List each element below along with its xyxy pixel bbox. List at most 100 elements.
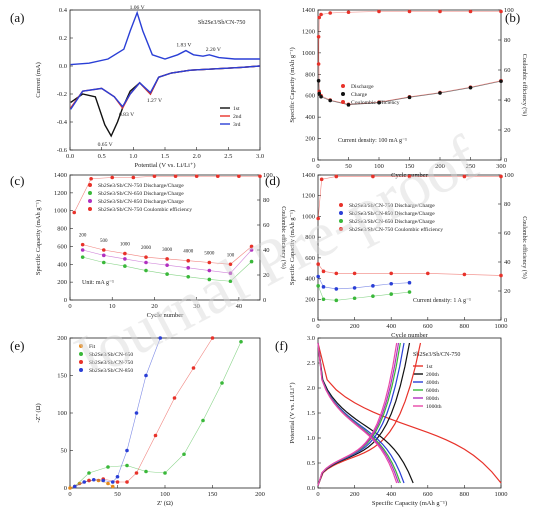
- x-tick-label: 1.0: [129, 153, 137, 160]
- y-axis-label: Specific Capacity (mAh g⁻¹): [35, 200, 42, 275]
- x-tick-label: 200: [350, 491, 360, 498]
- y-tick-label: 0.0: [307, 485, 315, 492]
- legend-swatch: [88, 207, 92, 211]
- series-trace: [82, 244, 252, 265]
- y-tick-label: 600: [57, 243, 67, 250]
- plot-frame: [69, 174, 261, 301]
- y2-axis-label: Coulombic efficiency (%): [521, 54, 528, 117]
- y-tick-label: 400: [57, 261, 67, 268]
- y-tick-label: 1400: [54, 172, 67, 179]
- legend: Fit Sb2Se3/Sb/CN-650 Sb2Se3/Sb/CN-750 Sb2Se…: [79, 344, 133, 374]
- legend-label: 2nd: [233, 114, 242, 120]
- y-tick-label: 150: [57, 373, 67, 380]
- y-tick-label: 0: [312, 317, 315, 324]
- series-line: [70, 10, 260, 66]
- watermark: Journal Pre-proof: [59, 130, 490, 370]
- panel-note: Current density: 1 A g⁻¹: [413, 298, 471, 304]
- x-tick-label: 20: [151, 303, 158, 310]
- discharge-curve: [317, 342, 398, 484]
- y2-tick-label: 20: [263, 272, 270, 279]
- x-tick-label: 1000: [495, 491, 508, 498]
- rate-label: 200: [79, 234, 87, 239]
- y-tick-label: 0.4: [59, 7, 68, 14]
- legend-label: Sb2Se3/Sb/CN-750: [89, 360, 133, 366]
- legend: Sb2Se3/Sb/CN-750 Discharge/Charge Sb2Se3/…: [339, 203, 443, 233]
- data-point: [80, 248, 85, 252]
- legend-label: Sb2Se3/Sb/CN-850 Discharge/Charge: [98, 199, 184, 205]
- peak-label: 2.20 V: [206, 47, 221, 53]
- y2-tick-label: 0: [504, 317, 507, 324]
- y2-tick-label: 80: [504, 201, 511, 208]
- legend-label: Sb2Se3/Sb/CN-750 Coulombic efficiency: [349, 226, 443, 233]
- legend-label: 1000th: [426, 404, 442, 410]
- series-line: [70, 65, 261, 138]
- x-tick-label: 200: [435, 163, 445, 170]
- x-tick-label: 3.0: [256, 153, 264, 160]
- y-tick-label: 2.5: [307, 360, 315, 367]
- legend-label: Discharge: [351, 84, 374, 90]
- x-tick-label: 40: [236, 303, 243, 310]
- series-group: [68, 336, 243, 490]
- series-trace: [317, 285, 410, 301]
- panel-d: 0 200 400 600 800 100002004006008001000120014…: [265, 172, 528, 339]
- y2-axis-label: Coulombic efficiency (%): [280, 206, 287, 269]
- y-axis-label: Specific Capacity (mAh g⁻¹): [289, 47, 296, 122]
- y-axis-label: Potential (V vs. Li/Li⁺): [289, 382, 296, 443]
- series-trace: [73, 175, 260, 213]
- data-point: [80, 255, 85, 259]
- x-tick-label: 1000: [495, 323, 508, 330]
- y-tick-label: 800: [57, 226, 67, 233]
- panel-label: (f): [275, 338, 288, 353]
- y-tick-label: -0.2: [57, 91, 67, 98]
- legend-label: 1st: [233, 106, 240, 112]
- y-tick-label: 400: [305, 114, 315, 121]
- panel-note: Current density: 100 mA g⁻¹: [338, 138, 407, 144]
- data-point: [72, 210, 77, 215]
- panel-subtitle: Sb2Se3/Sb/CN-750: [413, 352, 460, 358]
- x-tick-label: 0: [316, 491, 319, 498]
- x-tick-label: 0.0: [66, 153, 74, 160]
- legend-swatch: [341, 92, 345, 96]
- y-tick-label: 0: [64, 297, 67, 304]
- charge-curve: [317, 342, 398, 486]
- x-axis-label: Cycle number: [147, 312, 184, 319]
- y-tick-label: 1000: [54, 208, 67, 215]
- legend-label: 3rd: [233, 122, 241, 128]
- x-tick-label: 200: [255, 491, 265, 498]
- y-tick-label: 0.5: [307, 460, 315, 467]
- legend-swatch: [339, 227, 343, 231]
- series-group: [72, 174, 262, 284]
- y-tick-label: 1000: [302, 213, 315, 220]
- y-tick-label: 400: [305, 276, 315, 283]
- panel-subtitle: Sb2Se3/Sb/CN-750: [198, 20, 245, 26]
- legend: 1st 200th 400th 600th 800th 1000th: [413, 364, 442, 410]
- x-tick-label: 0: [316, 163, 319, 170]
- y2-tick-label: 100: [263, 172, 273, 179]
- x-axis-label: Cycle number: [391, 332, 428, 339]
- rate-label: 100: [227, 253, 235, 258]
- data-point: [80, 242, 85, 247]
- x-tick-label: 2.0: [193, 153, 201, 160]
- x-tick-label: 10: [109, 303, 116, 310]
- y2-axis-label: Coulombic efficiency (%): [521, 216, 528, 279]
- panel-label: (b): [505, 10, 520, 25]
- legend-label: Fit: [89, 344, 96, 350]
- peak-label: 1.83 V: [176, 43, 191, 49]
- y-tick-label: 200: [57, 335, 67, 342]
- y-tick-label: 1400: [302, 172, 315, 179]
- y-axis-label: Specific Capacity (mAh g⁻¹): [289, 210, 296, 285]
- x-axis-label: Potential (V vs. Li/Li⁺): [134, 162, 195, 169]
- legend-swatch: [339, 203, 343, 207]
- y-tick-label: 800: [305, 71, 315, 78]
- x-tick-label: 50: [345, 163, 352, 170]
- y-tick-label: 600: [305, 255, 315, 262]
- x-tick-label: 250: [466, 163, 476, 170]
- x-tick-label: 0: [68, 303, 71, 310]
- x-tick-label: 150: [208, 491, 218, 498]
- legend: 1st 2nd 3rd: [220, 106, 242, 128]
- legend-swatch: [79, 352, 83, 356]
- panel-label: (a): [10, 10, 24, 25]
- y-tick-label: 1400: [302, 7, 315, 14]
- y-tick-label: 0.0: [59, 63, 67, 70]
